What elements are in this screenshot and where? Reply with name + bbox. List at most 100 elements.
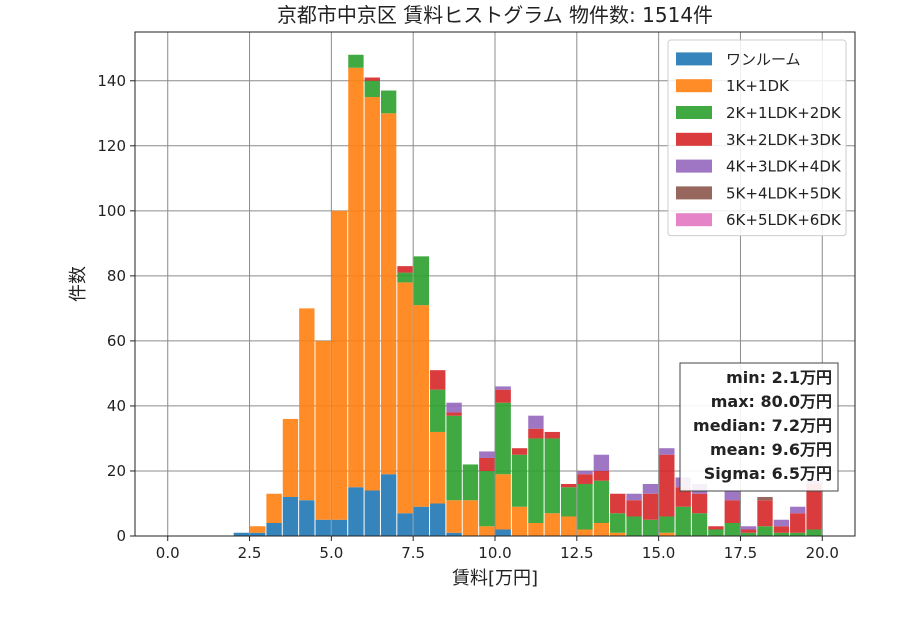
- bar-segment: [266, 522, 282, 536]
- bar-segment: [250, 526, 266, 533]
- bar-segment: [479, 451, 495, 458]
- y-tick-label: 80: [107, 267, 126, 285]
- x-tick-label: 20.0: [806, 544, 839, 562]
- bar-segment: [430, 370, 446, 390]
- bar-segment: [593, 454, 610, 471]
- bar-segment: [806, 529, 822, 536]
- bar-segment: [544, 431, 560, 439]
- bar-segment: [544, 438, 560, 514]
- bar-segment: [560, 487, 577, 517]
- bar-segment: [331, 210, 348, 520]
- bar-segment: [462, 464, 479, 501]
- bar-segment: [691, 493, 708, 514]
- chart-title: 京都市中京区 賃料ヒストグラム 物件数: 1514件: [277, 3, 713, 27]
- bar-segment: [806, 483, 822, 530]
- legend-swatch: [676, 132, 712, 146]
- bar-segment: [315, 519, 331, 536]
- legend-box: [667, 39, 847, 237]
- bar-segment: [348, 54, 364, 68]
- bar-segment: [610, 532, 626, 536]
- bar-segment: [740, 529, 757, 533]
- stats-line: min: 2.1万円: [726, 368, 832, 387]
- bar-segment: [364, 80, 380, 98]
- x-tick-label: 0.0: [156, 544, 180, 562]
- bar-segment: [610, 513, 626, 533]
- bar-segment: [430, 389, 446, 432]
- bar-segment: [413, 506, 430, 536]
- bar-segment: [675, 506, 691, 536]
- bar-segment: [397, 266, 413, 273]
- bar-segment: [675, 487, 691, 507]
- bar-segment: [773, 526, 790, 533]
- bar-segment: [560, 516, 577, 536]
- bar-segment: [446, 415, 462, 501]
- x-tick-label: 2.5: [238, 544, 262, 562]
- bar-segment: [659, 454, 675, 517]
- bar-segment: [642, 483, 659, 494]
- bar-segment: [626, 516, 642, 536]
- bar-segment: [511, 454, 528, 507]
- bar-segment: [610, 493, 626, 514]
- bar-segment: [495, 389, 511, 403]
- bar-segment: [626, 493, 642, 501]
- bar-segment: [659, 532, 675, 536]
- y-tick-label: 60: [107, 332, 126, 350]
- bar-segment: [413, 305, 430, 507]
- legend-swatch: [676, 79, 712, 93]
- bars-group: [233, 54, 822, 536]
- bar-segment: [495, 474, 511, 530]
- bar-segment: [740, 532, 757, 536]
- bar-segment: [642, 493, 659, 520]
- bar-segment: [364, 490, 380, 536]
- bar-segment: [642, 519, 659, 536]
- bar-segment: [708, 529, 724, 536]
- bar-segment: [479, 470, 495, 527]
- y-tick-label: 120: [97, 137, 126, 155]
- bar-segment: [593, 522, 610, 536]
- legend-label: ワンルーム: [726, 50, 801, 68]
- bar-segment: [511, 506, 528, 536]
- bar-segment: [593, 480, 610, 523]
- stats-box-frame: [679, 362, 839, 492]
- bar-segment: [577, 483, 593, 530]
- bar-segment: [724, 500, 740, 523]
- bar-segment: [348, 487, 364, 536]
- bar-segment: [331, 519, 348, 536]
- bar-segment: [479, 457, 495, 471]
- bar-segment: [446, 532, 462, 536]
- x-tick-label: 10.0: [478, 544, 511, 562]
- y-axis-label: 件数: [68, 266, 89, 302]
- bar-segment: [397, 272, 413, 283]
- bar-segment: [380, 474, 397, 536]
- x-tick-label: 12.5: [560, 544, 593, 562]
- x-axis-ticks: 0.0 2.5 5.0 7.5 10.0 12.5 15.0 17.5 20.0: [156, 536, 839, 562]
- legend-label: 3K+2LDK+3DK: [726, 131, 842, 149]
- bar-segment: [462, 500, 479, 536]
- bar-segment: [446, 500, 462, 533]
- x-axis-label: 賃料[万円]: [452, 568, 538, 589]
- bar-segment: [495, 402, 511, 475]
- bar-segment: [380, 113, 397, 475]
- legend-swatch: [676, 52, 712, 66]
- bar-segment: [511, 448, 528, 455]
- bar-segment: [364, 77, 380, 81]
- y-tick-label: 0: [116, 527, 126, 545]
- bar-segment: [577, 529, 593, 536]
- grid-lines: [135, 32, 855, 537]
- stats-line: max: 80.0万円: [711, 392, 832, 411]
- bar-segment: [708, 526, 724, 530]
- stats-line: median: 7.2万円: [693, 416, 832, 435]
- bar-segment: [282, 496, 299, 536]
- y-tick-label: 20: [107, 462, 126, 480]
- bar-segment: [364, 97, 380, 491]
- bar-segment: [528, 522, 544, 536]
- legend: ワンルーム 1K+1DK 2K+1LDK+2DK 3K+2LDK+3DK 4K+3LDK…: [667, 39, 847, 237]
- bar-segment: [266, 493, 282, 523]
- bar-segment: [593, 470, 610, 481]
- legend-swatch: [676, 213, 712, 227]
- bar-segment: [528, 428, 544, 439]
- legend-label: 1K+1DK: [726, 77, 790, 95]
- bar-segment: [773, 519, 790, 527]
- bar-segment: [528, 438, 544, 523]
